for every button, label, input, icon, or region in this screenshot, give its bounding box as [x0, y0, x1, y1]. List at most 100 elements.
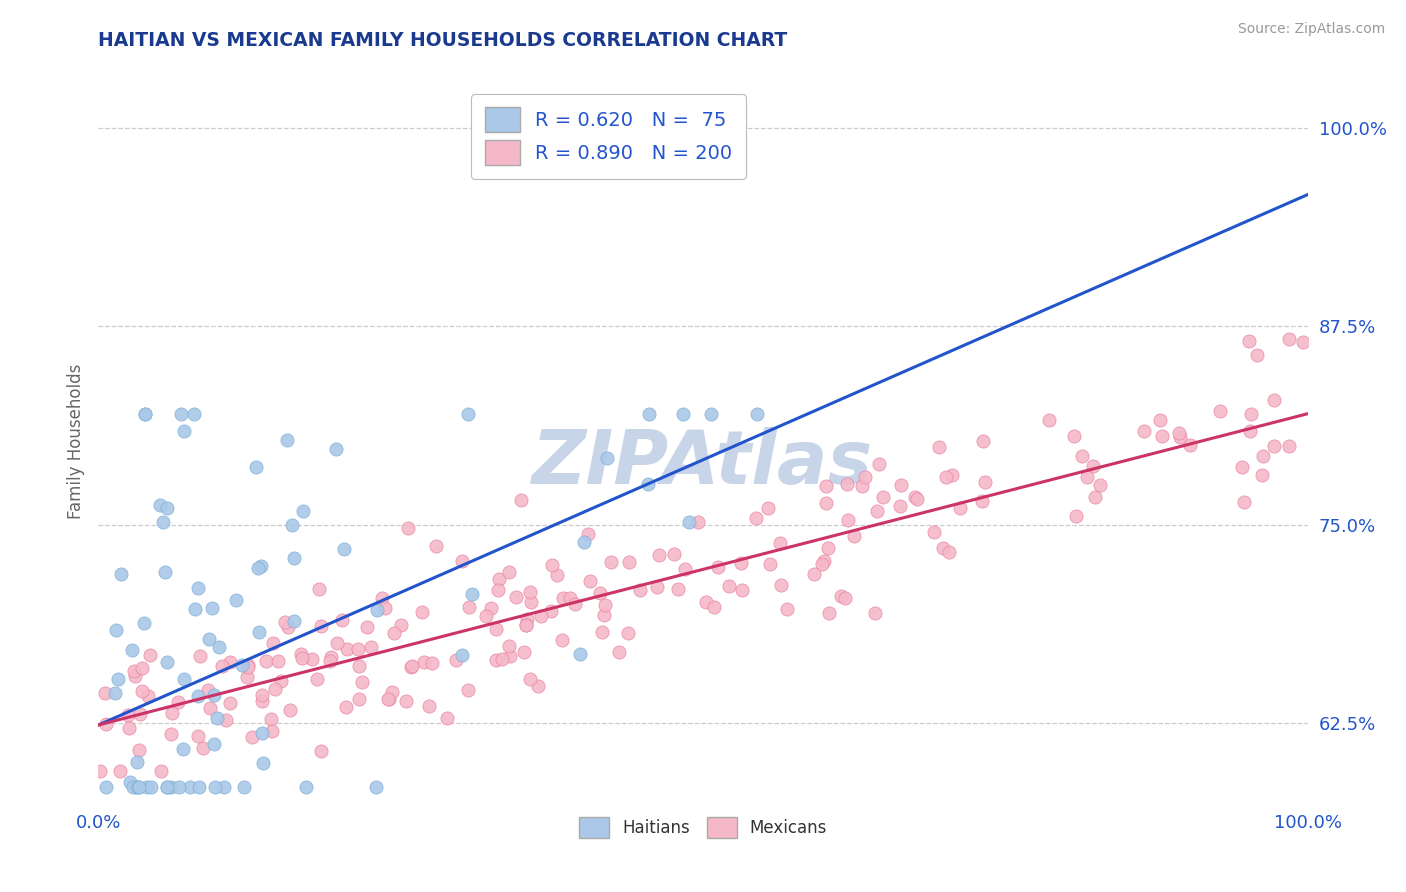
- Point: [308, 582, 330, 596]
- Point: [193, 741, 215, 756]
- Point: [350, 674, 373, 689]
- Point: [700, 407, 723, 421]
- Point: [747, 407, 769, 421]
- Point: [156, 780, 179, 794]
- Point: [205, 711, 228, 725]
- Point: [688, 516, 710, 530]
- Point: [381, 685, 404, 699]
- Point: [505, 590, 527, 604]
- Point: [436, 711, 458, 725]
- Point: [576, 527, 599, 541]
- Point: [475, 608, 498, 623]
- Point: [374, 601, 396, 615]
- Point: [129, 706, 152, 721]
- Point: [546, 568, 568, 582]
- Point: [335, 700, 357, 714]
- Point: [579, 574, 602, 588]
- Point: [444, 653, 467, 667]
- Point: [231, 657, 253, 672]
- Point: [938, 544, 960, 558]
- Point: [150, 764, 173, 778]
- Point: [451, 648, 474, 663]
- Point: [1251, 467, 1274, 482]
- Point: [678, 515, 700, 529]
- Point: [281, 518, 304, 533]
- Point: [240, 730, 263, 744]
- Point: [607, 645, 630, 659]
- Point: [245, 460, 267, 475]
- Point: [134, 407, 156, 421]
- Point: [290, 650, 312, 665]
- Point: [360, 640, 382, 654]
- Point: [118, 721, 141, 735]
- Point: [347, 691, 370, 706]
- Point: [149, 498, 172, 512]
- Point: [187, 780, 209, 794]
- Point: [252, 756, 274, 770]
- Point: [491, 652, 513, 666]
- Point: [124, 669, 146, 683]
- Point: [645, 581, 668, 595]
- Point: [94, 717, 117, 731]
- Point: [413, 655, 436, 669]
- Point: [703, 600, 725, 615]
- Point: [121, 643, 143, 657]
- Point: [156, 655, 179, 669]
- Point: [332, 542, 354, 557]
- Point: [1253, 449, 1275, 463]
- Point: [591, 625, 613, 640]
- Point: [183, 407, 205, 421]
- Point: [931, 541, 953, 556]
- Point: [318, 654, 340, 668]
- Point: [889, 499, 911, 513]
- Point: [637, 476, 659, 491]
- Point: [325, 636, 347, 650]
- Point: [274, 615, 297, 629]
- Point: [1084, 490, 1107, 504]
- Point: [236, 657, 259, 672]
- Point: [707, 559, 730, 574]
- Point: [484, 622, 506, 636]
- Point: [330, 613, 353, 627]
- Point: [94, 686, 117, 700]
- Point: [264, 682, 287, 697]
- Point: [121, 780, 143, 794]
- Point: [485, 653, 508, 667]
- Point: [1209, 403, 1232, 417]
- Point: [949, 501, 972, 516]
- Point: [1292, 334, 1315, 349]
- Point: [1133, 425, 1156, 439]
- Point: [250, 725, 273, 739]
- Point: [128, 780, 150, 794]
- Legend: Haitians, Mexicans: Haitians, Mexicans: [572, 810, 834, 845]
- Point: [817, 541, 839, 555]
- Point: [179, 780, 201, 794]
- Point: [187, 581, 209, 595]
- Point: [159, 780, 181, 794]
- Point: [457, 683, 479, 698]
- Point: [1233, 495, 1256, 509]
- Point: [837, 512, 859, 526]
- Point: [250, 559, 273, 574]
- Point: [1076, 470, 1098, 484]
- Point: [170, 407, 193, 421]
- Point: [211, 659, 233, 673]
- Point: [924, 524, 946, 539]
- Point: [1178, 438, 1201, 452]
- Point: [160, 706, 183, 721]
- Point: [219, 656, 242, 670]
- Point: [280, 703, 302, 717]
- Point: [905, 491, 928, 506]
- Point: [283, 614, 305, 628]
- Point: [347, 658, 370, 673]
- Point: [172, 741, 194, 756]
- Point: [309, 619, 332, 633]
- Point: [198, 632, 221, 646]
- Point: [1230, 460, 1253, 475]
- Point: [187, 730, 209, 744]
- Point: [803, 566, 825, 581]
- Point: [197, 683, 219, 698]
- Point: [219, 696, 242, 710]
- Point: [1064, 508, 1087, 523]
- Point: [378, 692, 401, 706]
